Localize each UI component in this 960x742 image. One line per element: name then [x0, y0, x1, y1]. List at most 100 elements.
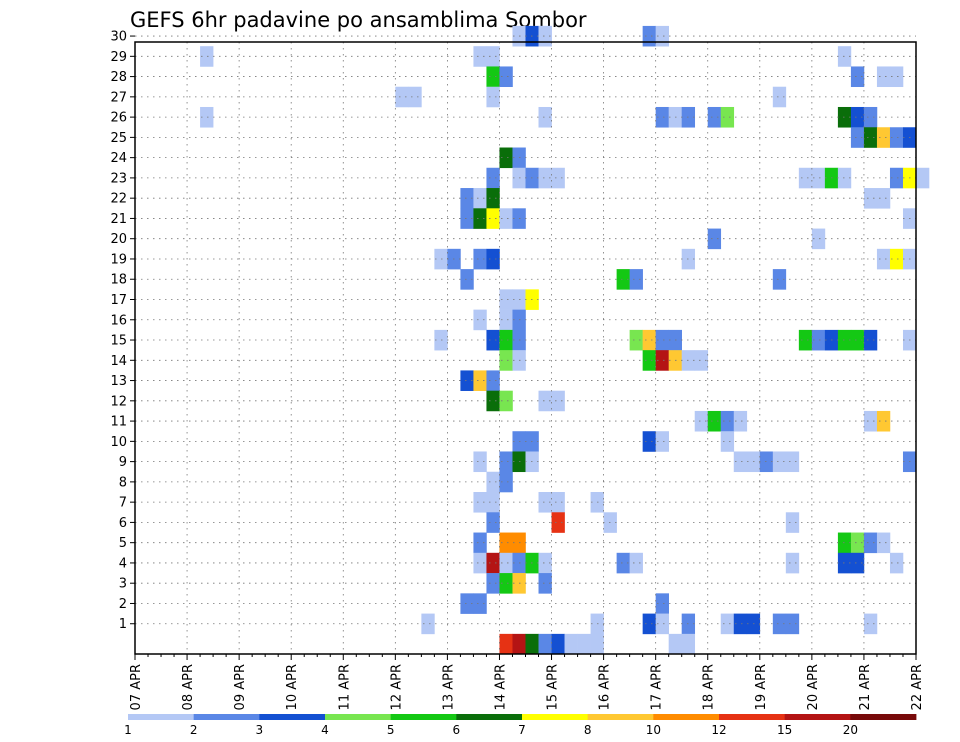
legend-label: 10: [646, 723, 661, 737]
legend-label: 15: [777, 723, 792, 737]
heat-cell: [538, 492, 552, 513]
legend-label: 5: [387, 723, 395, 737]
heat-cell: [551, 492, 565, 513]
heat-cell: [772, 269, 787, 290]
heat-cell: [772, 451, 787, 473]
legend-swatch: [653, 714, 720, 720]
heat-cell: [733, 451, 748, 473]
x-tick-label: 07 APR: [129, 664, 144, 710]
x-tick-label: 09 APR: [233, 664, 248, 710]
heat-cell: [655, 350, 669, 371]
legend-label: 1: [124, 723, 132, 737]
y-tick-label: 10: [110, 435, 127, 450]
heat-cell: [499, 532, 513, 554]
y-tick-label: 27: [110, 90, 127, 105]
heat-cell: [655, 329, 669, 351]
y-tick-label: 24: [110, 151, 127, 166]
heat-cell: [837, 329, 852, 351]
heat-cell: [655, 106, 669, 128]
heat-cell: [720, 410, 735, 432]
x-tick-label: 15 APR: [546, 664, 561, 710]
heat-cell: [850, 106, 865, 128]
heat-cell: [395, 86, 409, 108]
heat-cell: [551, 512, 565, 533]
heat-cell: [499, 573, 513, 594]
heat-cell: [538, 167, 552, 189]
y-tick-label: 15: [110, 334, 127, 349]
heat-cell: [577, 633, 591, 655]
heat-cell: [837, 46, 852, 67]
heat-cell: [655, 613, 669, 635]
heat-cell: [486, 208, 500, 229]
heat-cell: [720, 431, 735, 452]
legend-swatch: [193, 714, 260, 720]
x-tick-label: 16 APR: [598, 664, 613, 710]
heat-cell: [837, 532, 852, 554]
x-axis: 07 APR 08 APR 09 APR 10 APR 11 APR 12 APR 13 A…: [129, 654, 925, 710]
heat-cell: [200, 106, 214, 128]
heat-cell: [499, 329, 513, 351]
y-tick-label: 6: [119, 516, 127, 531]
heat-cell: [460, 593, 474, 614]
y-tick-label: 20: [110, 232, 127, 247]
heat-cell: [863, 127, 878, 148]
x-tick-label: 10 APR: [285, 664, 300, 710]
heat-cell: [499, 471, 513, 493]
heat-cell: [733, 613, 748, 635]
heat-cell: [499, 208, 513, 229]
heat-cell: [551, 167, 565, 189]
heat-cell: [473, 532, 487, 554]
heat-cell: [798, 329, 813, 351]
heat-cell: [694, 350, 709, 371]
y-tick-label: 25: [110, 131, 127, 146]
y-tick-label: 19: [110, 252, 127, 267]
heat-cell: [681, 633, 696, 655]
y-tick-label: 11: [110, 415, 127, 430]
heat-cell: [850, 532, 865, 554]
heat-cell: [642, 431, 656, 452]
x-tick-label: 18 APR: [702, 664, 717, 710]
heat-cell: [655, 431, 669, 452]
heat-cell: [863, 410, 878, 432]
legend-swatch: [719, 714, 786, 720]
heat-cell: [629, 552, 643, 574]
heat-cell: [538, 633, 552, 655]
heat-cell: [538, 390, 552, 412]
heat-cell: [916, 167, 930, 189]
heat-cell: [889, 167, 904, 189]
legend-swatch: [325, 714, 392, 720]
y-tick-label: 30: [110, 30, 127, 45]
heat-cell: [785, 451, 800, 473]
heat-cell: [460, 208, 474, 229]
x-tick-label: 14 APR: [493, 664, 508, 710]
legend-label: 12: [711, 723, 726, 737]
heat-cell: [642, 613, 656, 635]
heat-cell: [512, 633, 526, 655]
heat-cell: [551, 633, 565, 655]
heat-cell: [811, 228, 826, 250]
heat-cell: [486, 573, 500, 594]
heat-cell: [486, 471, 500, 493]
heat-cell: [499, 147, 513, 169]
heat-cell: [499, 633, 513, 655]
legend-label: 6: [453, 723, 461, 737]
heat-cell: [785, 613, 800, 635]
heat-cell: [889, 552, 904, 574]
heat-cell: [499, 309, 513, 331]
x-tick-label: 22 APR: [910, 664, 925, 710]
legend-label: 20: [843, 723, 858, 737]
heat-cell: [460, 269, 474, 290]
heat-cell: [785, 552, 800, 574]
heat-cell: [564, 633, 578, 655]
y-tick-label: 16: [110, 313, 127, 328]
chart-title: GEFS 6hr padavine po ansamblima Sombor: [130, 8, 587, 32]
y-tick-label: 28: [110, 70, 127, 85]
y-tick-label: 12: [110, 394, 127, 409]
y-tick-label: 14: [110, 354, 127, 369]
heat-cell: [473, 188, 487, 209]
heat-cell: [863, 613, 878, 635]
heat-cell: [473, 492, 487, 513]
heat-cell: [486, 512, 500, 533]
y-tick-label: 29: [110, 50, 127, 65]
heat-cell: [876, 248, 891, 270]
